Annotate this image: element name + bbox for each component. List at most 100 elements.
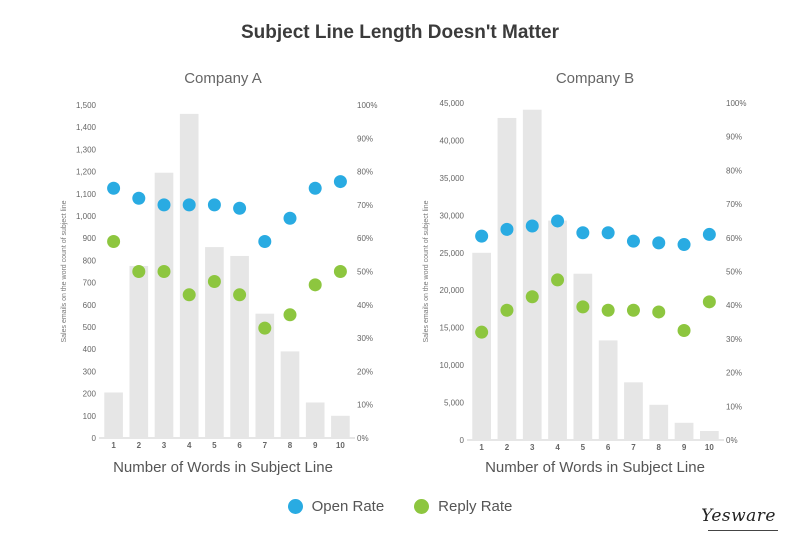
x-tick-label: 7 [263, 441, 268, 450]
open-rate-point-8 [283, 211, 297, 225]
reply-rate-point-4 [551, 273, 565, 287]
y2-tick-label: 30% [357, 334, 373, 343]
bar-1 [104, 392, 123, 438]
reply-rate-point-6 [601, 303, 615, 317]
y2-tick-label: 60% [726, 234, 742, 243]
bar-7 [255, 313, 275, 438]
y2-tick-label: 40% [357, 301, 373, 310]
y-tick-label: 35,000 [440, 174, 465, 183]
y2-tick-label: 30% [726, 335, 742, 344]
y-axis-title-company-a: Sales emails on the word count of subjec… [61, 200, 68, 342]
y-tick-label: 1,200 [76, 168, 97, 177]
reply-rate-point-7 [626, 303, 640, 317]
open-rate-point-6 [233, 201, 247, 215]
reply-rate-point-2 [132, 265, 146, 278]
y2-tick-label: 90% [357, 134, 373, 143]
y-tick-label: 1,000 [76, 212, 97, 221]
bar-1 [472, 252, 492, 440]
y-tick-label: 1,300 [76, 145, 97, 154]
x-tick-label: 6 [606, 443, 611, 452]
open-rate-point-10 [333, 175, 347, 189]
reply-rate-point-1 [475, 325, 489, 339]
reply-rate-point-2 [500, 303, 514, 317]
y2-tick-label: 70% [357, 201, 373, 210]
y-tick-label: 15,000 [440, 324, 465, 333]
y2-tick-label: 70% [726, 200, 742, 209]
reply-rate-point-3 [525, 290, 539, 304]
bar-7 [624, 382, 643, 440]
reply-rate-dot-icon [414, 499, 430, 514]
x-tick-label: 5 [581, 443, 586, 452]
y2-tick-label: 0% [357, 434, 369, 443]
reply-rate-point-1 [107, 235, 121, 249]
bar-4 [548, 220, 567, 440]
y2-tick-label: 10% [726, 402, 742, 411]
reply-rate-point-6 [233, 288, 247, 302]
x-axis-title-company-b: Number of Words in Subject Line [485, 459, 705, 476]
open-rate-point-2 [500, 222, 514, 236]
y2-tick-label: 80% [357, 168, 373, 177]
x-tick-label: 10 [705, 443, 714, 452]
reply-rate-point-5 [576, 300, 590, 314]
brand-logo: Yesware [701, 506, 776, 526]
y-tick-label: 0 [460, 436, 465, 445]
x-tick-label: 3 [530, 443, 535, 452]
x-tick-label: 2 [137, 441, 142, 450]
open-rate-point-1 [107, 181, 121, 195]
y-tick-label: 500 [83, 323, 97, 332]
y-tick-label: 400 [83, 345, 97, 354]
reply-rate-point-3 [157, 265, 171, 278]
y-tick-label: 100 [83, 412, 97, 421]
legend-item-reply-rate: Reply Rate [414, 498, 512, 515]
bar-9 [305, 402, 325, 438]
bar-9 [674, 422, 694, 440]
reply-rate-point-9 [308, 278, 322, 292]
brand-logo-underline [708, 530, 778, 531]
x-axis-title-company-a: Number of Words in Subject Line [113, 459, 333, 476]
open-rate-point-8 [652, 236, 666, 250]
reply-rate-point-5 [207, 274, 221, 288]
reply-rate-point-4 [182, 288, 196, 302]
open-rate-point-4 [182, 198, 196, 212]
open-rate-point-1 [475, 229, 489, 243]
open-rate-point-6 [601, 226, 615, 240]
y-tick-label: 0 [92, 434, 97, 443]
x-tick-label: 7 [631, 443, 636, 452]
panel-title-company-a: Company A [184, 70, 262, 87]
y-tick-label: 1,100 [76, 190, 97, 199]
open-rate-dot-icon [287, 499, 303, 514]
y-tick-label: 5,000 [444, 399, 465, 408]
bar-5 [573, 273, 593, 440]
reply-rate-point-7 [258, 321, 272, 335]
bar-5 [205, 247, 224, 438]
legend: Open Rate Reply Rate [0, 498, 800, 515]
y-tick-label: 20,000 [440, 286, 465, 295]
x-tick-label: 6 [237, 441, 242, 450]
chart-company-b: 0 5,000 10,000 15,000 20,000 25,000 30,000 35,0… [423, 99, 746, 452]
y-tick-label: 10,000 [440, 361, 465, 370]
y-axis-title-company-b: Sales emails on the word count of subjec… [423, 200, 430, 342]
open-rate-point-5 [576, 226, 590, 240]
y-tick-label: 800 [83, 256, 97, 265]
panel-title-company-b: Company B [555, 70, 635, 87]
bar-3 [522, 109, 542, 441]
open-rate-point-7 [258, 235, 272, 249]
x-tick-label: 2 [505, 443, 510, 452]
y2-tick-label: 10% [357, 401, 373, 410]
bar-2 [129, 265, 149, 438]
bar-10 [331, 415, 350, 438]
x-tick-label: 9 [313, 441, 318, 450]
reply-rate-point-8 [652, 305, 666, 319]
y-tick-label: 1,500 [76, 101, 97, 110]
x-tick-label: 1 [111, 441, 116, 450]
bar-6 [230, 255, 249, 438]
y-tick-label: 600 [83, 301, 97, 310]
y2-tick-label: 20% [357, 367, 373, 376]
open-rate-point-7 [626, 234, 640, 248]
y2-tick-label: 40% [726, 301, 742, 310]
bar-10 [699, 431, 719, 440]
open-rate-point-9 [308, 181, 322, 195]
open-rate-point-4 [551, 214, 565, 228]
